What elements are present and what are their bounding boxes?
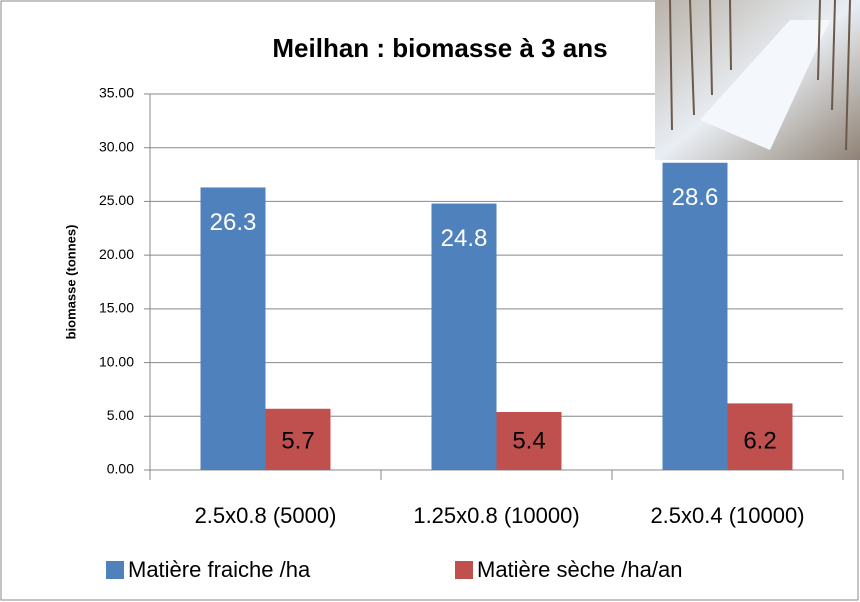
legend-label: Matière sèche /ha/an — [477, 557, 682, 582]
data-label: 6.2 — [743, 427, 776, 454]
y-tick-label: 25.00 — [99, 192, 134, 208]
x-tick-label: 2.5x0.4 (10000) — [650, 503, 804, 528]
data-label: 5.7 — [281, 427, 314, 454]
y-tick-label: 35.00 — [99, 85, 134, 101]
x-tick-label: 2.5x0.8 (5000) — [195, 503, 337, 528]
legend-swatch — [106, 561, 124, 579]
legend-swatch — [455, 561, 473, 579]
legend-label: Matière fraiche /ha — [128, 557, 311, 582]
y-tick-label: 30.00 — [99, 138, 134, 154]
data-label: 26.3 — [210, 209, 257, 236]
data-label: 5.4 — [512, 427, 545, 454]
chart: Meilhan : biomasse à 3 ans biomasse (ton… — [0, 0, 860, 602]
y-axis-label: biomasse (tonnes) — [63, 225, 78, 340]
x-tick-label: 1.25x0.8 (10000) — [413, 503, 579, 528]
data-label: 24.8 — [441, 225, 488, 252]
chart-title: Meilhan : biomasse à 3 ans — [272, 33, 607, 63]
y-tick-label: 15.00 — [99, 300, 134, 316]
y-tick-label: 10.00 — [99, 353, 134, 369]
y-tick-label: 5.00 — [107, 407, 134, 423]
data-label: 28.6 — [672, 184, 719, 211]
photo — [655, 0, 860, 160]
y-tick-label: 0.00 — [107, 461, 134, 477]
y-tick-label: 20.00 — [99, 246, 134, 262]
